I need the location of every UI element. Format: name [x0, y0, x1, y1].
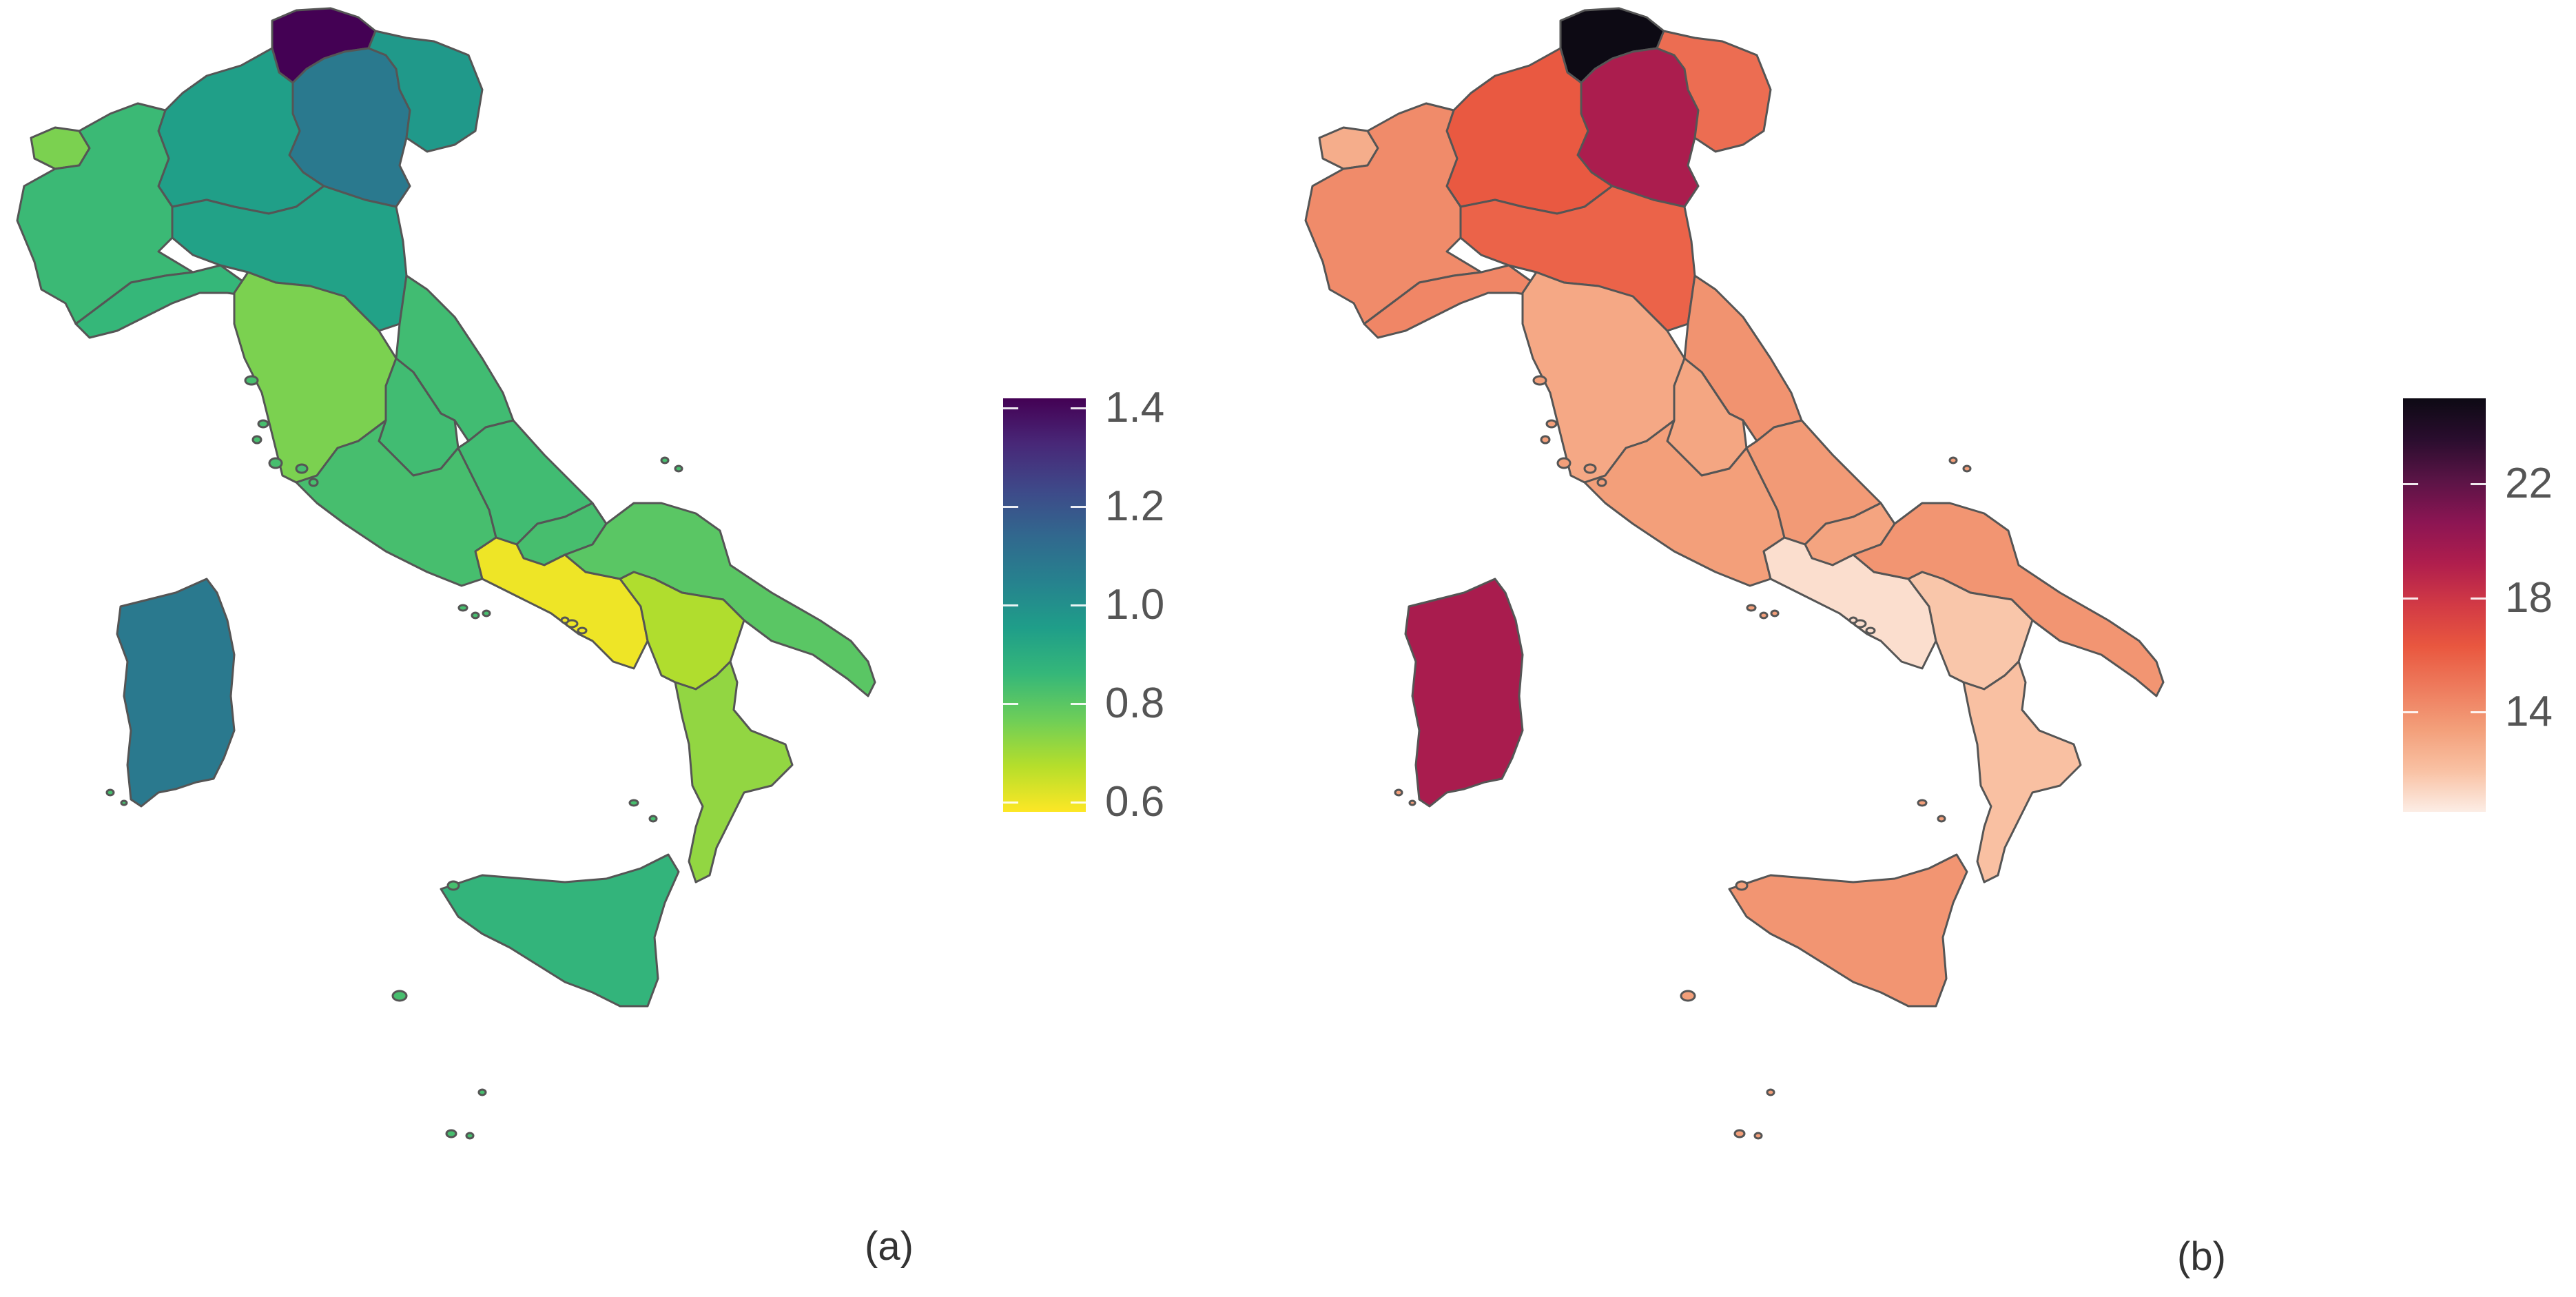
minor-island [1545, 419, 1558, 429]
minor-island [120, 799, 128, 806]
colorbar-tick [2403, 598, 2418, 600]
italy-regions-map-a [16, 7, 876, 1140]
minor-island [1733, 1129, 1746, 1138]
minor-island [251, 435, 262, 445]
minor-island [257, 419, 269, 429]
minor-island [1680, 990, 1696, 1002]
minor-island [1735, 880, 1749, 891]
region-friuli-venezia-giulia [367, 30, 484, 153]
colorbar-tick-label: 0.8 [1105, 680, 1165, 727]
panel-caption-b: (b) [2177, 1234, 2226, 1279]
minor-island [445, 1129, 457, 1138]
minor-island [1759, 611, 1769, 620]
colorbar-tick [2471, 711, 2486, 713]
italy-regions-map-b [1304, 7, 2165, 1140]
region-sicilia [1728, 853, 1968, 1008]
minor-island [268, 457, 283, 469]
minor-island [1962, 464, 1972, 473]
minor-island [477, 1088, 487, 1096]
minor-island [465, 1132, 475, 1140]
minor-island [1408, 799, 1416, 806]
minor-island [446, 880, 460, 891]
minor-island [1753, 1132, 1763, 1140]
region-sicilia [440, 853, 680, 1008]
minor-island [1848, 616, 1858, 624]
minor-island [1556, 457, 1572, 469]
colorbar-tick-label: 22 [2505, 460, 2553, 507]
region-calabria [674, 660, 794, 884]
minor-island [244, 375, 259, 386]
minor-island [105, 788, 115, 797]
minor-island [577, 626, 588, 635]
minor-island [1948, 456, 1958, 464]
minor-island [1746, 604, 1757, 612]
colorbar-tick-label: 1.0 [1105, 581, 1165, 629]
choropleth-panel-b: 22 18 14 (b) [1288, 0, 2576, 1297]
region-sardegna [1404, 578, 1524, 808]
minor-island [674, 464, 683, 473]
minor-island [1937, 815, 1946, 823]
colorbar-tick-label: 1.2 [1105, 482, 1165, 530]
colorbar-tick-label: 1.4 [1105, 384, 1165, 431]
colorbar-tick [2471, 598, 2486, 600]
minor-island [560, 616, 570, 624]
minor-island [1596, 478, 1607, 487]
minor-island [628, 799, 639, 807]
colorbar-tick-label: 0.6 [1105, 778, 1165, 826]
colorbar-tick [1071, 703, 1086, 705]
colorbar-tick [2471, 483, 2486, 485]
colorbar-tick [1071, 506, 1086, 508]
minor-island [471, 611, 480, 620]
minor-island [308, 478, 319, 487]
minor-island [1766, 1088, 1775, 1096]
minor-island [295, 463, 309, 474]
minor-island [648, 815, 658, 823]
panel-caption-a: (a) [865, 1224, 914, 1269]
region-sardegna [116, 578, 236, 808]
colorbar-tick [1071, 801, 1086, 804]
colorbar-tick [1071, 604, 1086, 606]
colorbar-tick [1003, 703, 1018, 705]
minor-island [1583, 463, 1597, 474]
minor-island [1770, 609, 1780, 617]
colorbar-tick-label: 14 [2505, 688, 2553, 735]
minor-island [1394, 788, 1403, 797]
region-friuli-venezia-giulia [1656, 30, 1772, 153]
minor-island [482, 609, 491, 617]
minor-island [660, 456, 670, 464]
colorbar-tick [1071, 407, 1086, 409]
colorbar-tick [1003, 604, 1018, 606]
colorbar-tick-label: 18 [2505, 574, 2553, 622]
colorbar-gradient-b [2403, 398, 2486, 812]
colorbar-tick [1003, 506, 1018, 508]
minor-island [1917, 799, 1928, 807]
minor-island [1865, 626, 1876, 635]
minor-island [457, 604, 468, 612]
region-calabria [1962, 660, 2082, 884]
minor-island [1532, 375, 1547, 386]
colorbar-tick [2403, 711, 2418, 713]
minor-island [391, 990, 408, 1002]
colorbar-tick [1003, 801, 1018, 804]
colorbar-tick [1003, 407, 1018, 409]
choropleth-panel-a: 1.4 1.2 1.0 0.8 0.6 (a) [16, 7, 1165, 1269]
minor-island [1540, 435, 1551, 445]
colorbar-tick [2403, 483, 2418, 485]
